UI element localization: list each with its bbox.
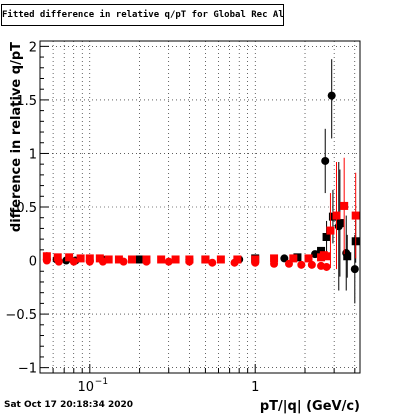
chart-title: Fitted difference in relative q/pT for G… — [1, 4, 284, 26]
x-tick-label: 10 — [78, 380, 95, 395]
y-axis-label: difference in relative q/pT — [9, 42, 24, 232]
y-tick-label: 1 — [29, 147, 37, 162]
data-point-square — [326, 226, 335, 235]
data-point-circle — [321, 156, 330, 165]
x-tick-label: 1 — [251, 380, 259, 395]
data-point-square — [332, 211, 341, 220]
data-point-square — [216, 255, 225, 264]
data-point-circle — [280, 254, 289, 263]
data-marks — [42, 59, 360, 304]
data-point-circle — [208, 258, 217, 267]
y-tick-label: −0.5 — [5, 308, 37, 323]
data-point-square — [76, 254, 85, 263]
data-point-circle — [119, 257, 128, 266]
data-point-circle — [85, 257, 94, 266]
data-point-square — [335, 219, 344, 228]
data-point-square — [322, 232, 331, 241]
data-point-square — [343, 252, 352, 261]
data-point-square — [304, 254, 313, 263]
data-point-circle — [322, 262, 331, 271]
data-point-circle — [350, 265, 359, 274]
data-point-square — [114, 255, 123, 264]
data-point-square — [270, 254, 279, 263]
data-point-square — [322, 252, 331, 261]
data-point-circle — [230, 258, 239, 267]
data-point-circle — [42, 256, 51, 265]
data-point-square — [171, 255, 180, 264]
data-point-circle — [142, 257, 151, 266]
y-tick-label: 1.5 — [16, 94, 37, 109]
data-point-square — [53, 253, 62, 262]
data-point-square — [293, 253, 302, 262]
x-axis-label: pT/|q| (GeV/c) — [260, 399, 360, 414]
data-point-circle — [54, 257, 63, 266]
datestamp: Sat Oct 17 20:18:34 2020 — [4, 400, 134, 410]
data-point-circle — [327, 91, 336, 100]
data-point-square — [135, 255, 144, 264]
data-point-square — [317, 246, 326, 255]
data-point-square — [157, 255, 166, 264]
data-point-square — [233, 255, 242, 264]
data-point-circle — [185, 257, 194, 266]
data-point-circle — [297, 260, 306, 269]
y-tick-label: −1 — [18, 362, 37, 377]
data-point-square — [95, 254, 104, 263]
x-tick-label-exponent: −1 — [95, 377, 108, 387]
y-tick-label: 0.5 — [16, 201, 37, 216]
grid — [39, 41, 360, 373]
data-point-square — [128, 255, 137, 264]
data-point-circle — [164, 257, 173, 266]
data-point-square — [340, 201, 349, 210]
data-point-circle — [307, 260, 316, 269]
data-point-square — [65, 253, 74, 262]
data-point-circle — [284, 259, 293, 268]
data-point-circle — [69, 257, 78, 266]
y-tick-label: 0 — [29, 255, 37, 270]
y-tick-label: 2 — [29, 40, 37, 55]
data-point-square — [351, 211, 360, 220]
tick-labels: 21.510.50−0.5−110 −1 1 — [5, 40, 259, 395]
data-point-circle — [270, 259, 279, 268]
data-point-square — [289, 254, 298, 263]
data-point-square — [104, 255, 113, 264]
data-point-square — [201, 255, 210, 264]
data-point-circle — [98, 257, 107, 266]
axis-ticks — [39, 45, 356, 373]
data-point-square — [42, 252, 51, 261]
data-point-circle — [251, 258, 260, 267]
